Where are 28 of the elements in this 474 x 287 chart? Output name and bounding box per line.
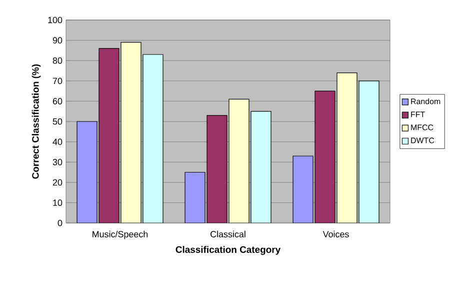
bar	[184, 172, 206, 223]
y-tick-label: 40	[52, 138, 62, 145]
y-tick-label: 10	[53, 200, 62, 206]
y-tick-label: 100	[48, 16, 62, 24]
bar	[142, 54, 164, 223]
bar	[206, 115, 228, 223]
x-tick-label: Music/Speech	[92, 230, 148, 240]
y-tick-label: 20	[52, 179, 62, 186]
bar	[120, 42, 142, 223]
bar	[250, 111, 272, 223]
bar	[98, 48, 120, 223]
y-tick-label: 90	[52, 37, 62, 44]
bar	[292, 156, 314, 223]
bar	[358, 80, 380, 223]
x-tick-label: Classical	[210, 230, 246, 238]
bar	[76, 121, 98, 223]
x-tick-label: Voices	[322, 230, 349, 238]
bar	[314, 90, 336, 223]
y-tick-label: 70	[52, 78, 62, 84]
y-tick-label: 60	[52, 98, 62, 104]
x-axis-title: Classification Category	[176, 246, 281, 255]
y-tick-label: 80	[52, 57, 62, 64]
y-tick-label: 50	[52, 118, 62, 125]
y-axis-title: Correct Classification (%)	[32, 64, 41, 179]
bar	[228, 98, 250, 223]
y-tick-label: 30	[52, 158, 62, 166]
bar	[336, 72, 358, 223]
y-tick-label: 0	[58, 220, 62, 226]
